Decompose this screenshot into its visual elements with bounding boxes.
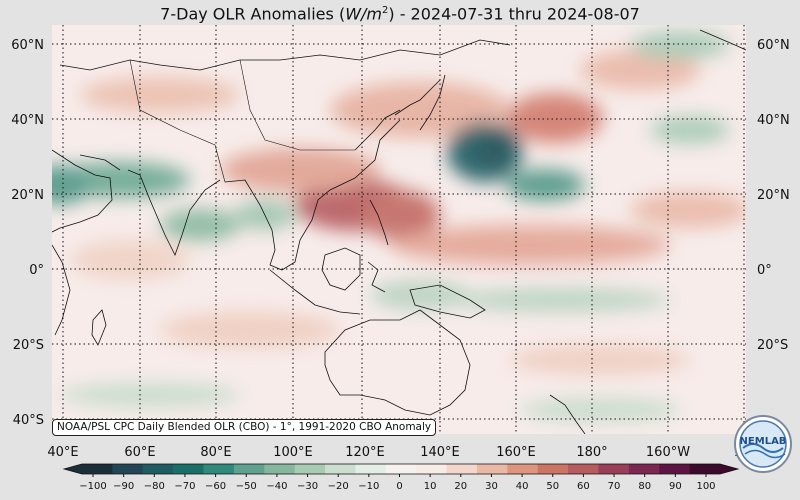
colorbar-tick-label: 50 <box>546 481 559 492</box>
colorbar-segment <box>82 464 113 474</box>
colorbar-tick-label: −90 <box>113 481 134 492</box>
colorbar-tick-label: −60 <box>205 481 226 492</box>
lat-labels-left: 60°N 40°N 20°N 0° 20°S 40°S <box>11 38 44 428</box>
lon-label: 40°E <box>47 445 78 460</box>
colorbar-tick-label: −50 <box>236 481 257 492</box>
colorbar-segment <box>689 464 721 474</box>
colorbar <box>62 463 740 475</box>
colorbar-segment <box>598 464 630 474</box>
colorbar-segment <box>325 464 356 474</box>
colorbar-segment <box>233 464 265 474</box>
colorbar-extend-min <box>64 464 82 474</box>
colorbar-segment <box>112 464 144 474</box>
lon-labels: 40°E 60°E 80°E 100°E 120°E 140°E 160°E 1… <box>47 445 750 460</box>
lat-labels-right: 60°N 40°N 20°N 0° 20°S <box>757 38 790 353</box>
lat-label: 40°S <box>13 413 44 428</box>
lat-label: 40°N <box>11 113 44 128</box>
colorbar-segment <box>659 464 691 474</box>
lon-label: 160°W <box>646 445 690 460</box>
lat-label: 60°N <box>757 38 790 53</box>
lat-label: 0° <box>29 263 44 278</box>
colorbar-tick-label: −70 <box>174 481 195 492</box>
lon-label: 160°E <box>496 445 536 460</box>
colorbar-ticks: −100 −90 −80 −70 −60 −50 −40 −30 −20 −10 0 10 20 30 40… <box>79 474 716 492</box>
colorbar-tick-label: 10 <box>424 481 437 492</box>
colorbar-tick-label: −40 <box>266 481 287 492</box>
colorbar-tick-label: 20 <box>454 481 467 492</box>
colorbar-segment <box>537 464 569 474</box>
colorbar-tick-label: 60 <box>577 481 590 492</box>
colorbar-segment <box>416 464 448 474</box>
anomaly-field <box>52 25 746 434</box>
colorbar-tick-label: −20 <box>328 481 349 492</box>
lat-label: 20°N <box>11 188 44 203</box>
colorbar-segment <box>203 464 235 474</box>
colorbar-tick-label: 0 <box>396 481 402 492</box>
data-source-credit: NOAA/PSL CPC Daily Blended OLR (CBO) - 1… <box>52 419 437 436</box>
colorbar-tick-label: 100 <box>696 481 715 492</box>
colorbar-tick-label: −10 <box>358 481 379 492</box>
lon-label: 140°E <box>420 445 460 460</box>
lat-label: 40°N <box>757 113 790 128</box>
colorbar-segment <box>446 464 478 474</box>
colorbar-segment <box>476 464 508 474</box>
colorbar-outline <box>62 463 740 475</box>
lon-label: 60°E <box>124 445 155 460</box>
lon-label: 100°E <box>273 445 313 460</box>
colorbar-segment <box>142 464 174 474</box>
colorbar-segment <box>385 464 417 474</box>
colorbar-segment <box>264 464 296 474</box>
colorbar-segment <box>507 464 539 474</box>
colorbar-tick-label: −80 <box>144 481 165 492</box>
svg-text:NEMLAB: NEMLAB <box>740 436 787 447</box>
map-title: 7-Day OLR Anomalies (W/m2) - 2024-07-31 … <box>160 4 640 24</box>
colorbar-segment <box>628 464 660 474</box>
colorbar-tick-label: 80 <box>638 481 651 492</box>
colorbar-segment <box>294 464 326 474</box>
colorbar-segment <box>355 464 387 474</box>
lat-label: 20°N <box>757 188 790 203</box>
colorbar-tick-label: 90 <box>669 481 682 492</box>
lon-label: 120°E <box>345 445 385 460</box>
lat-label: 0° <box>757 263 772 278</box>
colorbar-extend-max <box>720 464 738 474</box>
colorbar-tick-label: −30 <box>297 481 318 492</box>
lat-label: 20°S <box>757 338 788 353</box>
lon-label: 180° <box>576 445 607 460</box>
lat-label: 20°S <box>13 338 44 353</box>
colorbar-tick-label: 70 <box>608 481 621 492</box>
colorbar-segment <box>568 464 599 474</box>
lon-label: 80°E <box>200 445 231 460</box>
lat-label: 60°N <box>11 38 44 53</box>
coastlines <box>52 29 746 434</box>
nemlab-logo: NEMLAB <box>733 414 793 474</box>
colorbar-tick-label: 30 <box>485 481 498 492</box>
colorbar-tick-label: 40 <box>516 481 529 492</box>
colorbar-segment <box>173 464 205 474</box>
colorbar-tick-label: −100 <box>79 481 106 492</box>
